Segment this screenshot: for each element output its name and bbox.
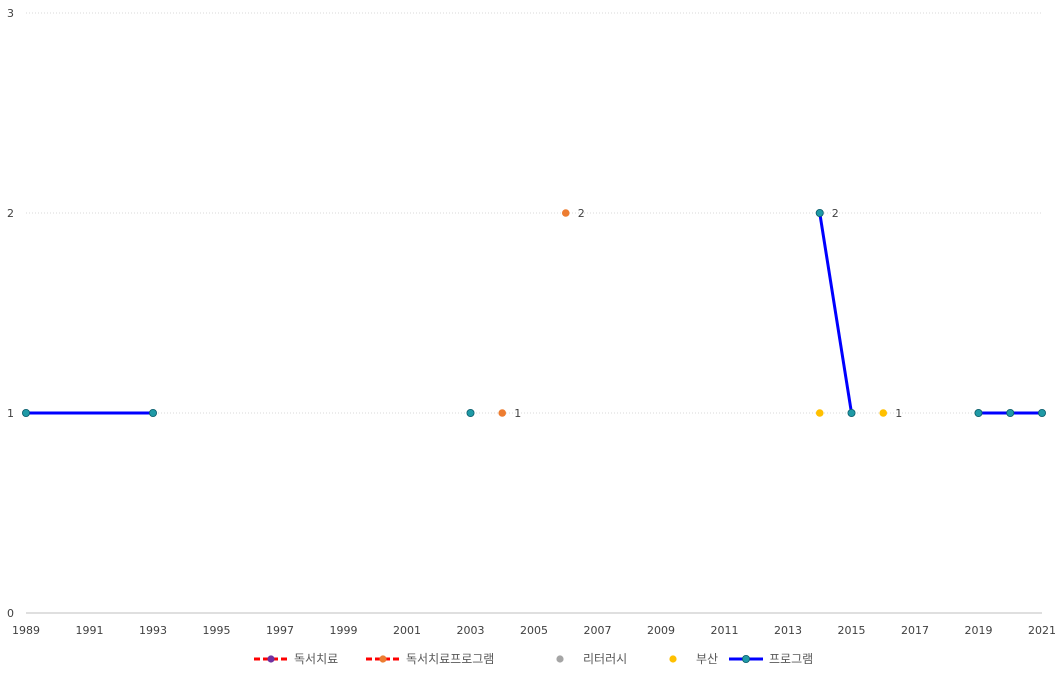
legend-marker xyxy=(379,655,387,663)
legend-item: 리터러시 xyxy=(556,652,627,666)
data-point xyxy=(148,408,157,417)
x-tick-label: 1999 xyxy=(330,624,358,637)
x-tick-label: 2013 xyxy=(774,624,802,637)
data-point xyxy=(1006,408,1015,417)
legend-label: 부산 xyxy=(696,652,718,666)
x-tick-label: 2021 xyxy=(1028,624,1056,637)
y-tick-label: 3 xyxy=(7,7,14,20)
legend-marker xyxy=(556,655,564,663)
data-point xyxy=(815,208,824,217)
series-line xyxy=(818,212,853,414)
data-label: 1 xyxy=(895,407,902,420)
legend-label: 리터러시 xyxy=(583,652,627,666)
x-tick-label: 2009 xyxy=(647,624,675,637)
data-point xyxy=(466,408,475,417)
y-tick-label: 0 xyxy=(7,607,14,620)
legend-item: 프로그램 xyxy=(729,652,813,666)
x-tick-label: 1997 xyxy=(266,624,294,637)
legend-marker xyxy=(669,655,677,663)
axes: 0 1 2 3 1989 1991 1993 1995 1997 1999 2001 2003 2005… xyxy=(7,7,1056,637)
x-tick-label: 1991 xyxy=(76,624,104,637)
data-label: 2 xyxy=(832,207,839,220)
x-tick-label: 2019 xyxy=(965,624,993,637)
data-point xyxy=(498,409,507,417)
x-tick-label: 2017 xyxy=(901,624,929,637)
data-point xyxy=(847,408,856,417)
x-tick-label: 1989 xyxy=(12,624,40,637)
legend-item: 독서치료 xyxy=(254,652,338,666)
x-tick-label: 2003 xyxy=(457,624,485,637)
x-tick-label: 2005 xyxy=(520,624,548,637)
legend-item: 독서치료프로그램 xyxy=(366,652,494,666)
y-tick-label: 2 xyxy=(7,207,14,220)
gridlines xyxy=(26,12,1042,414)
data-point xyxy=(879,409,888,417)
data-point xyxy=(1038,408,1047,417)
data-label: 1 xyxy=(514,407,521,420)
x-tick-label: 1995 xyxy=(203,624,231,637)
x-tick-label: 1993 xyxy=(139,624,167,637)
x-tick-label: 2001 xyxy=(393,624,421,637)
data-point xyxy=(561,209,570,217)
legend-marker xyxy=(742,655,751,664)
legend-item: 부산 xyxy=(669,652,718,666)
legend-label: 독서치료프로그램 xyxy=(406,652,494,666)
x-tick-label: 2011 xyxy=(711,624,739,637)
x-tick-label: 2015 xyxy=(838,624,866,637)
legend: 독서치료 독서치료프로그램 리터러시 부산 프로그램 xyxy=(254,652,813,666)
data-label: 2 xyxy=(578,207,585,220)
plot-area xyxy=(21,208,1047,417)
x-tick-label: 2007 xyxy=(584,624,612,637)
data-point xyxy=(815,409,824,417)
legend-marker xyxy=(267,655,275,663)
data-point xyxy=(974,408,983,417)
legend-label: 프로그램 xyxy=(769,652,813,666)
data-point xyxy=(21,408,30,417)
data-labels: 1 2 1 2 xyxy=(514,207,902,420)
y-tick-label: 1 xyxy=(7,407,14,420)
legend-label: 독서치료 xyxy=(294,652,338,666)
